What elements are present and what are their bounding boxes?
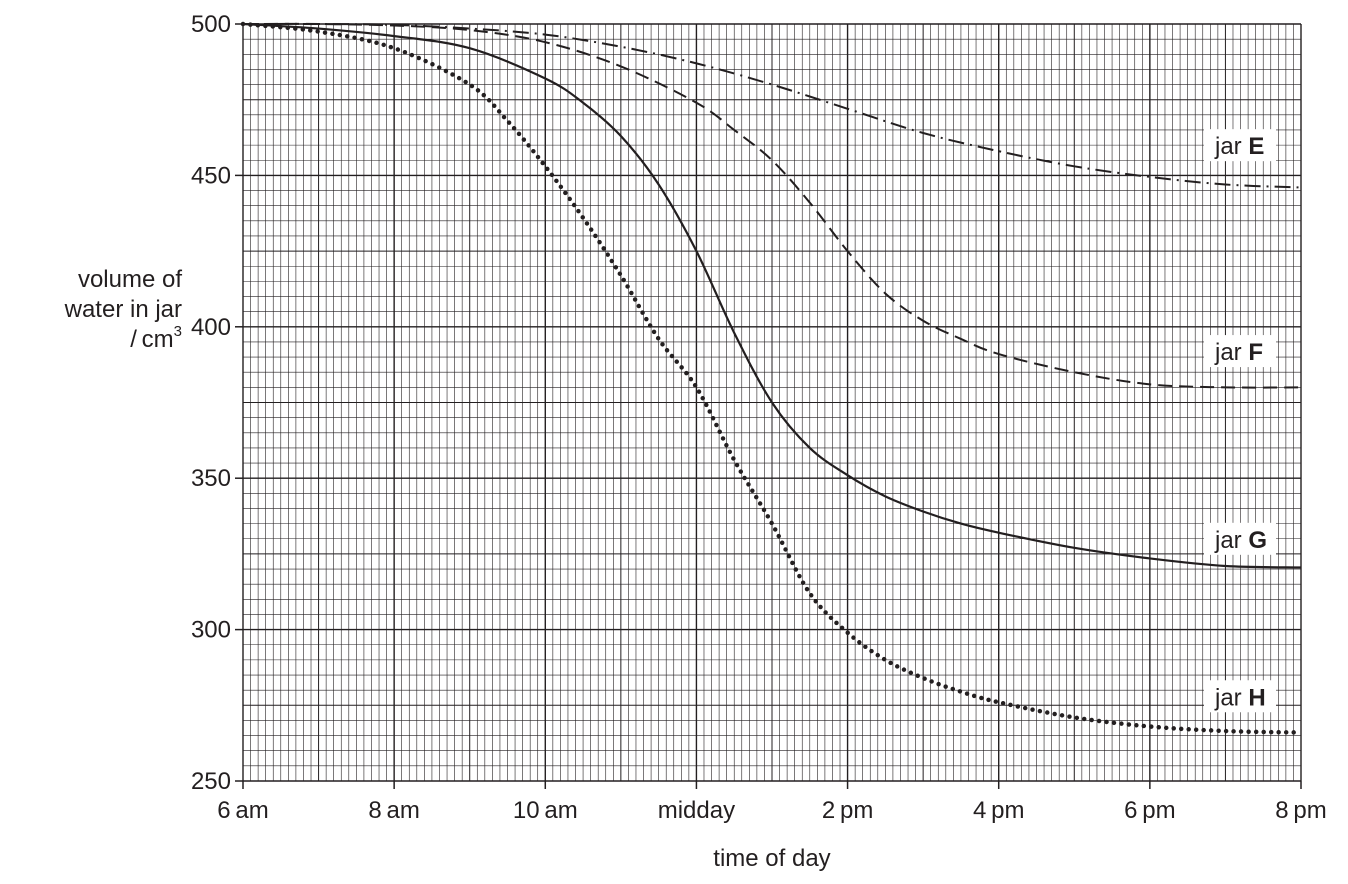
series-label-jar-h: jar H	[1214, 684, 1266, 711]
x-tick-label: 4 pm	[973, 797, 1025, 824]
series-label-prefix: jar	[1214, 133, 1248, 160]
series-label-background	[1204, 680, 1276, 713]
x-tick-label: 10 am	[513, 797, 578, 824]
y-axis-label-line2: water in jar	[64, 296, 182, 323]
chart-grid	[242, 23, 1302, 782]
y-tick-label: 400	[191, 314, 231, 341]
series-label-jar-e: jar E	[1214, 133, 1264, 160]
y-axis-label: volume of water in jar / cm3	[0, 265, 182, 355]
series-label-jar-g: jar G	[1214, 527, 1267, 554]
series-label-prefix: jar	[1214, 527, 1248, 554]
x-tick-label: 8 am	[368, 797, 420, 824]
y-axis-unit: / cm	[130, 326, 174, 353]
series-line-jar-h	[240, 21, 1304, 735]
y-axis-label-line3: / cm3	[0, 323, 182, 355]
series-label-letter: E	[1248, 133, 1264, 160]
series-label-jar-f: jar F	[1214, 339, 1263, 366]
y-tick-label: 300	[191, 617, 231, 644]
x-tick-label: 6 pm	[1124, 797, 1176, 824]
x-tick-label: 8 pm	[1275, 797, 1327, 824]
series-line-jar-f	[242, 22, 1302, 389]
series-label-background	[1204, 335, 1276, 368]
y-axis-unit-exponent: 3	[173, 323, 182, 340]
series-label-prefix: jar	[1214, 339, 1248, 366]
y-tick-label: 350	[191, 465, 231, 492]
series-line-jar-g	[242, 22, 1302, 569]
x-tick-label: 6 am	[217, 797, 269, 824]
x-tick-label: 2 pm	[822, 797, 874, 824]
x-axis-label: time of day	[713, 845, 830, 872]
series-label-letter: H	[1248, 684, 1265, 711]
series-label-background	[1204, 129, 1276, 162]
y-tick-label: 250	[191, 768, 231, 795]
x-tick-label: midday	[658, 797, 735, 824]
series-label-prefix: jar	[1214, 684, 1248, 711]
y-tick-label: 500	[191, 11, 231, 38]
y-axis-label-line1: volume of	[77, 266, 182, 293]
series-label-letter: F	[1248, 339, 1263, 366]
series-label-letter: G	[1248, 527, 1267, 554]
y-tick-label: 450	[191, 162, 231, 189]
chart-series	[240, 21, 1304, 735]
series-label-background	[1204, 522, 1276, 555]
